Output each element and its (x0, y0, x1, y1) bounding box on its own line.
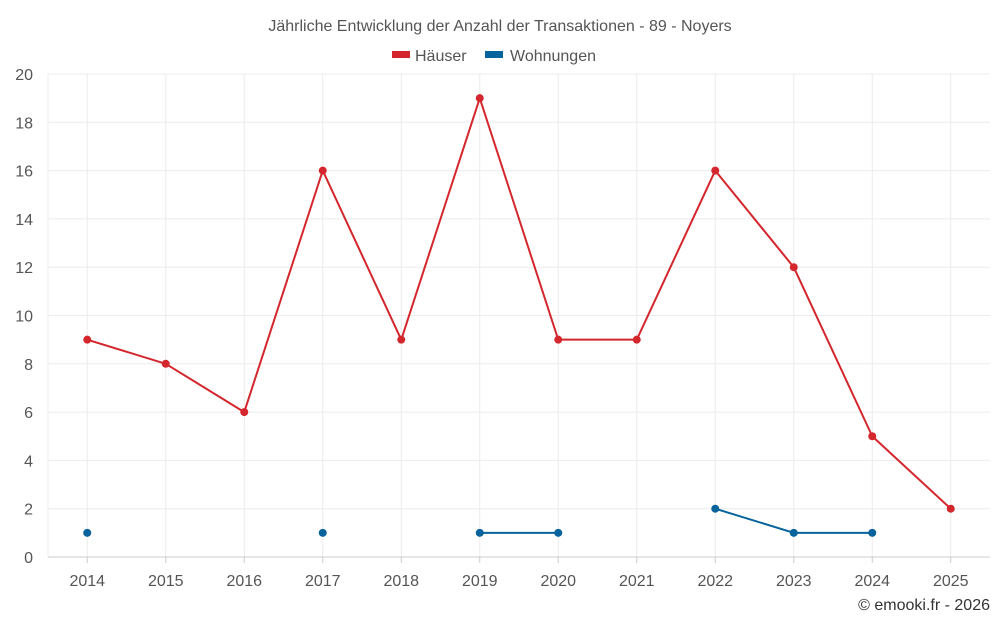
data-point-haeuser[interactable] (83, 335, 92, 344)
data-point-haeuser[interactable] (632, 335, 641, 344)
x-tick-label: 2015 (148, 573, 184, 590)
y-tick-label: 4 (24, 453, 33, 470)
series-line-haeuser (86, 97, 952, 510)
y-tick-label: 2 (24, 502, 33, 519)
data-point-haeuser[interactable] (397, 335, 406, 344)
y-tick-label: 14 (15, 212, 33, 229)
x-axis-ticks: 2014 2015 2016 2017 2018 2019 2020 2021 2022 2023… (69, 557, 969, 590)
data-point-wohnungen[interactable] (868, 528, 877, 537)
data-point-wohnungen[interactable] (475, 528, 484, 537)
data-point-haeuser[interactable] (318, 166, 327, 175)
legend-item-wohnungen[interactable]: Wohnungen (485, 48, 596, 65)
data-point-haeuser[interactable] (868, 432, 877, 441)
y-tick-label: 18 (15, 115, 33, 132)
x-tick-label: 2020 (540, 573, 576, 590)
x-tick-label: 2025 (933, 573, 969, 590)
chart-title: Jährliche Entwicklung der Anzahl der Tra… (268, 18, 731, 35)
x-tick-label: 2018 (383, 573, 419, 590)
series-layer (83, 94, 955, 537)
data-point-haeuser[interactable] (161, 359, 170, 368)
data-point-haeuser[interactable] (554, 335, 563, 344)
legend-swatch-haeuser (392, 51, 410, 58)
data-point-wohnungen[interactable] (711, 504, 720, 513)
data-point-haeuser[interactable] (711, 166, 720, 175)
credit-text: © emooki.fr - 2026 (858, 597, 990, 614)
data-point-haeuser[interactable] (946, 504, 955, 513)
data-point-haeuser[interactable] (475, 94, 484, 103)
legend-label-haeuser: Häuser (415, 48, 467, 65)
data-point-haeuser[interactable] (240, 408, 249, 417)
x-tick-label: 2021 (619, 573, 655, 590)
data-point-wohnungen[interactable] (318, 528, 327, 537)
y-tick-label: 6 (24, 405, 33, 422)
x-tick-label: 2022 (697, 573, 733, 590)
data-point-wohnungen[interactable] (789, 528, 798, 537)
series-haeuser (83, 94, 955, 513)
x-tick-label: 2017 (305, 573, 341, 590)
x-tick-label: 2023 (776, 573, 812, 590)
x-tick-label: 2019 (462, 573, 498, 590)
y-tick-label: 12 (15, 260, 33, 277)
series-wohnungen (83, 504, 877, 537)
data-point-wohnungen[interactable] (554, 528, 563, 537)
data-point-wohnungen[interactable] (83, 528, 92, 537)
x-tick-label: 2016 (226, 573, 262, 590)
y-tick-label: 10 (15, 309, 33, 326)
y-axis-ticks: 0 2 4 6 8 10 12 14 16 18 20 (15, 67, 33, 567)
legend-swatch-wohnungen (485, 51, 503, 58)
legend-label-wohnungen: Wohnungen (510, 48, 596, 65)
y-tick-label: 20 (15, 67, 33, 84)
y-tick-label: 0 (24, 550, 33, 567)
x-tick-label: 2014 (69, 573, 105, 590)
data-point-haeuser[interactable] (789, 263, 798, 272)
legend-item-haeuser[interactable]: Häuser (392, 48, 467, 65)
x-tick-label: 2024 (854, 573, 890, 590)
grid (47, 73, 990, 558)
y-tick-label: 8 (24, 357, 33, 374)
y-tick-label: 16 (15, 164, 33, 181)
legend: Häuser Wohnungen (392, 48, 596, 65)
